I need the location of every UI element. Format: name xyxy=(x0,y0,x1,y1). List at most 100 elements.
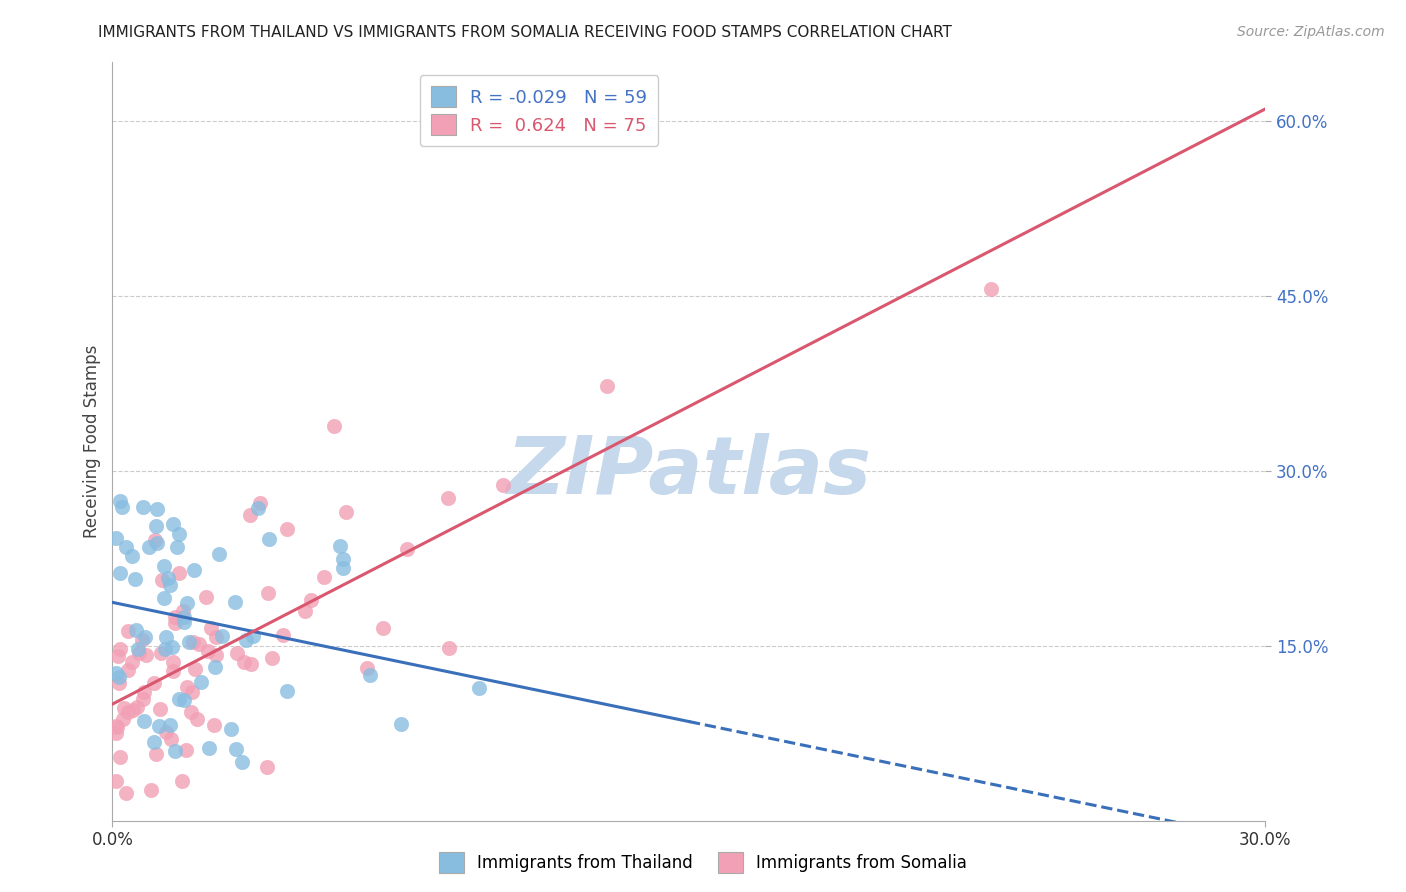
Point xyxy=(127,642,149,657)
Point xyxy=(395,541,418,556)
Point xyxy=(112,701,135,715)
Point xyxy=(105,719,128,733)
Point xyxy=(115,540,138,554)
Point xyxy=(198,740,221,755)
Point xyxy=(105,531,128,545)
Point xyxy=(176,596,198,610)
Point xyxy=(172,604,194,618)
Point xyxy=(389,716,412,731)
Point xyxy=(163,610,186,624)
Point xyxy=(262,650,284,665)
Point xyxy=(159,718,181,732)
Point xyxy=(124,623,146,637)
Point xyxy=(183,635,205,649)
Point xyxy=(165,615,187,630)
Point xyxy=(235,633,257,648)
Legend: R = -0.029   N = 59, R =  0.624   N = 75: R = -0.029 N = 59, R = 0.624 N = 75 xyxy=(420,75,658,146)
Point xyxy=(124,573,146,587)
Point xyxy=(122,703,145,717)
Point xyxy=(111,500,134,515)
Point xyxy=(162,516,184,531)
Point xyxy=(332,560,354,574)
Point xyxy=(141,782,163,797)
Point xyxy=(242,629,264,643)
Point xyxy=(150,573,173,587)
Point xyxy=(132,714,155,729)
Point xyxy=(211,629,233,643)
Point xyxy=(980,282,1002,296)
Point xyxy=(110,750,132,764)
Point xyxy=(155,641,177,656)
Point xyxy=(595,378,617,392)
Point xyxy=(115,785,138,799)
Point xyxy=(205,630,228,644)
Point xyxy=(145,747,167,761)
Point xyxy=(127,700,149,714)
Point xyxy=(359,668,381,682)
Point xyxy=(173,693,195,707)
Point xyxy=(146,536,169,550)
Point xyxy=(150,646,173,660)
Point xyxy=(162,664,184,678)
Point xyxy=(134,630,156,644)
Text: IMMIGRANTS FROM THAILAND VS IMMIGRANTS FROM SOMALIA RECEIVING FOOD STAMPS CORREL: IMMIGRANTS FROM THAILAND VS IMMIGRANTS F… xyxy=(98,25,952,40)
Point xyxy=(322,418,344,433)
Point xyxy=(162,655,184,669)
Point xyxy=(167,527,190,541)
Point xyxy=(159,578,181,592)
Point xyxy=(202,717,225,731)
Point xyxy=(145,519,167,533)
Point xyxy=(332,551,354,566)
Point xyxy=(174,743,197,757)
Point xyxy=(108,566,131,581)
Point xyxy=(143,533,166,548)
Point xyxy=(156,571,179,585)
Point xyxy=(142,676,165,690)
Point xyxy=(105,665,128,680)
Point xyxy=(276,523,298,537)
Point xyxy=(170,773,193,788)
Text: Source: ZipAtlas.com: Source: ZipAtlas.com xyxy=(1237,25,1385,39)
Point xyxy=(108,676,131,690)
Point xyxy=(468,681,491,695)
Point xyxy=(186,712,208,726)
Point xyxy=(197,644,219,658)
Point xyxy=(184,662,207,676)
Y-axis label: Receiving Food Stamps: Receiving Food Stamps xyxy=(83,345,101,538)
Point xyxy=(155,725,177,739)
Point xyxy=(246,500,269,515)
Point xyxy=(180,705,202,719)
Point xyxy=(112,712,135,726)
Point xyxy=(225,646,247,660)
Point xyxy=(249,496,271,510)
Point xyxy=(183,563,205,577)
Point xyxy=(294,604,316,618)
Point xyxy=(356,660,378,674)
Point xyxy=(153,591,176,606)
Text: ZIPatlas: ZIPatlas xyxy=(506,433,872,511)
Point xyxy=(219,722,242,736)
Point xyxy=(121,656,143,670)
Point xyxy=(135,648,157,663)
Point xyxy=(131,691,153,706)
Point xyxy=(190,674,212,689)
Point xyxy=(205,648,228,663)
Point xyxy=(239,657,262,671)
Point xyxy=(437,491,460,505)
Point xyxy=(200,621,222,635)
Point xyxy=(117,624,139,639)
Point xyxy=(492,477,515,491)
Point xyxy=(138,540,160,554)
Point xyxy=(177,635,200,649)
Point xyxy=(194,590,217,604)
Point xyxy=(160,640,183,654)
Point xyxy=(143,735,166,749)
Point xyxy=(166,540,188,554)
Point xyxy=(117,705,139,719)
Point xyxy=(163,744,186,758)
Point xyxy=(271,628,294,642)
Point xyxy=(256,586,278,600)
Point xyxy=(437,640,460,655)
Point xyxy=(105,774,128,789)
Point xyxy=(299,593,322,607)
